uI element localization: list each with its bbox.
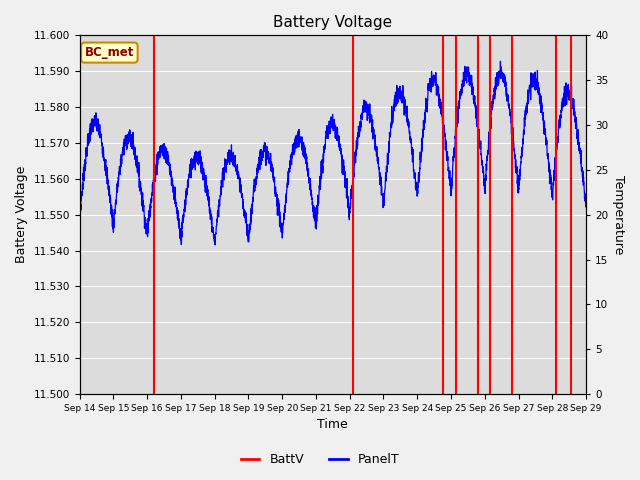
Text: BC_met: BC_met xyxy=(84,46,134,59)
Legend: BattV, PanelT: BattV, PanelT xyxy=(236,448,404,471)
X-axis label: Time: Time xyxy=(317,419,348,432)
Y-axis label: Battery Voltage: Battery Voltage xyxy=(15,166,28,264)
Y-axis label: Temperature: Temperature xyxy=(612,175,625,254)
Title: Battery Voltage: Battery Voltage xyxy=(273,15,392,30)
